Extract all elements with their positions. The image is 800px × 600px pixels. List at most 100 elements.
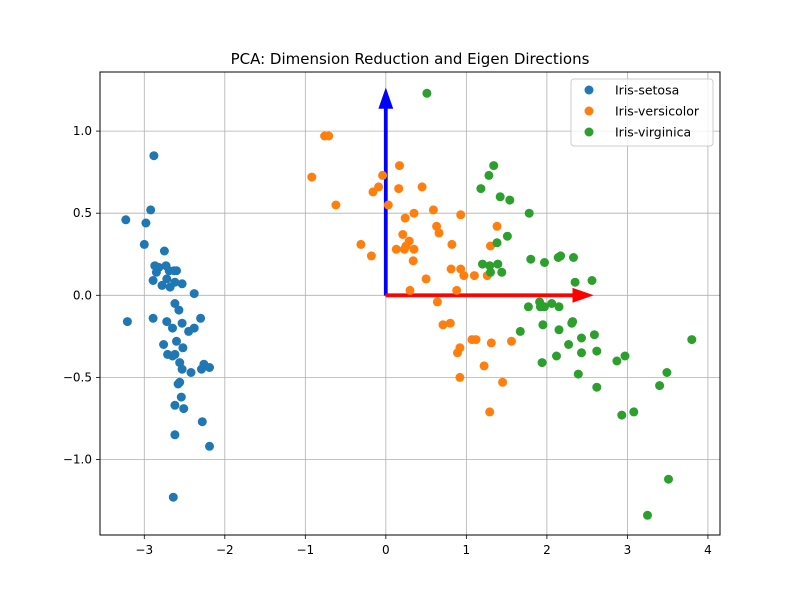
data-point xyxy=(485,261,495,271)
data-point xyxy=(662,368,672,377)
data-point xyxy=(471,335,481,345)
data-point xyxy=(484,170,494,180)
data-point xyxy=(205,363,214,372)
x-tick-label: −2 xyxy=(216,543,234,557)
data-point xyxy=(146,205,156,215)
data-point xyxy=(552,351,561,361)
data-point xyxy=(421,274,431,284)
data-point xyxy=(456,264,466,274)
data-point xyxy=(629,407,639,417)
data-point xyxy=(428,205,438,215)
data-point xyxy=(395,161,404,171)
data-point xyxy=(374,182,384,192)
data-point xyxy=(592,346,602,356)
legend-box xyxy=(570,78,714,147)
data-point xyxy=(587,276,597,285)
y-tick-label: 1.0 xyxy=(73,124,92,138)
data-point xyxy=(612,356,622,366)
x-tick-label: 4 xyxy=(704,543,712,557)
data-point xyxy=(398,230,408,239)
data-point xyxy=(173,379,183,389)
data-point xyxy=(148,276,158,285)
data-point xyxy=(149,151,159,161)
data-point xyxy=(408,256,418,266)
arrow-shape xyxy=(378,87,394,296)
data-point xyxy=(453,348,462,358)
data-point xyxy=(174,305,184,315)
data-point xyxy=(492,221,502,231)
data-point xyxy=(189,323,199,333)
data-point xyxy=(564,340,574,349)
data-point xyxy=(307,172,317,182)
data-point xyxy=(422,88,432,98)
data-point xyxy=(139,239,149,249)
legend-label: Iris-setosa xyxy=(615,83,679,98)
data-point xyxy=(177,279,187,289)
data-point xyxy=(479,361,489,371)
data-point xyxy=(177,318,187,328)
x-tick-label: −3 xyxy=(135,543,153,557)
x-tick-label: 1 xyxy=(463,543,471,557)
data-point xyxy=(486,267,495,277)
data-point xyxy=(170,400,180,410)
data-point xyxy=(400,213,410,223)
y-tick-label: −1.0 xyxy=(63,452,92,466)
data-point xyxy=(556,251,566,261)
data-point xyxy=(569,253,578,262)
data-point xyxy=(537,358,547,368)
eigen-arrow xyxy=(378,87,394,296)
data-point xyxy=(356,239,366,249)
data-point xyxy=(567,318,577,328)
data-point xyxy=(577,348,586,358)
data-point xyxy=(324,131,334,141)
data-point xyxy=(446,264,456,274)
eigen-direction-arrows xyxy=(378,87,594,303)
series-points xyxy=(422,88,697,520)
data-point xyxy=(197,417,207,427)
data-point xyxy=(438,320,448,330)
data-point xyxy=(409,244,419,254)
arrow-shape xyxy=(385,287,594,303)
data-point xyxy=(540,302,549,312)
data-point xyxy=(176,392,186,402)
data-point xyxy=(331,200,341,210)
data-point xyxy=(554,325,564,335)
data-point xyxy=(394,184,404,194)
data-point xyxy=(170,430,180,440)
legend-marker xyxy=(584,85,594,95)
data-point xyxy=(417,182,427,192)
x-tick-label: −1 xyxy=(296,543,314,557)
data-point xyxy=(186,368,196,377)
data-point xyxy=(148,313,158,323)
data-point xyxy=(456,210,466,220)
data-point xyxy=(447,239,457,249)
data-point xyxy=(378,170,388,180)
axis-ticks: −3 −2 −1 0 1 2 3 4 −1.0 −0.5 0.0 0.5 1.0 xyxy=(63,124,712,557)
data-point xyxy=(655,381,665,391)
x-tick-label: 3 xyxy=(624,543,632,557)
data-point xyxy=(383,200,393,210)
data-point xyxy=(172,336,181,346)
data-point xyxy=(165,282,175,292)
data-point xyxy=(502,231,512,241)
x-tick-label: 0 xyxy=(382,543,390,557)
legend-marker xyxy=(584,127,594,137)
data-point xyxy=(505,195,515,205)
data-point xyxy=(547,299,557,308)
data-point xyxy=(573,369,583,379)
data-point xyxy=(162,274,172,284)
data-point xyxy=(493,259,503,269)
data-point xyxy=(497,267,507,277)
data-point xyxy=(489,161,499,171)
legend-label: Iris-virginica xyxy=(615,125,691,140)
data-point xyxy=(577,333,586,343)
data-point xyxy=(409,208,419,218)
data-point xyxy=(495,192,505,202)
data-point xyxy=(664,474,673,484)
data-point xyxy=(498,377,508,387)
series-points xyxy=(121,151,214,502)
data-point xyxy=(538,320,548,330)
y-tick-label: 0.0 xyxy=(73,288,92,302)
data-point xyxy=(554,302,564,312)
